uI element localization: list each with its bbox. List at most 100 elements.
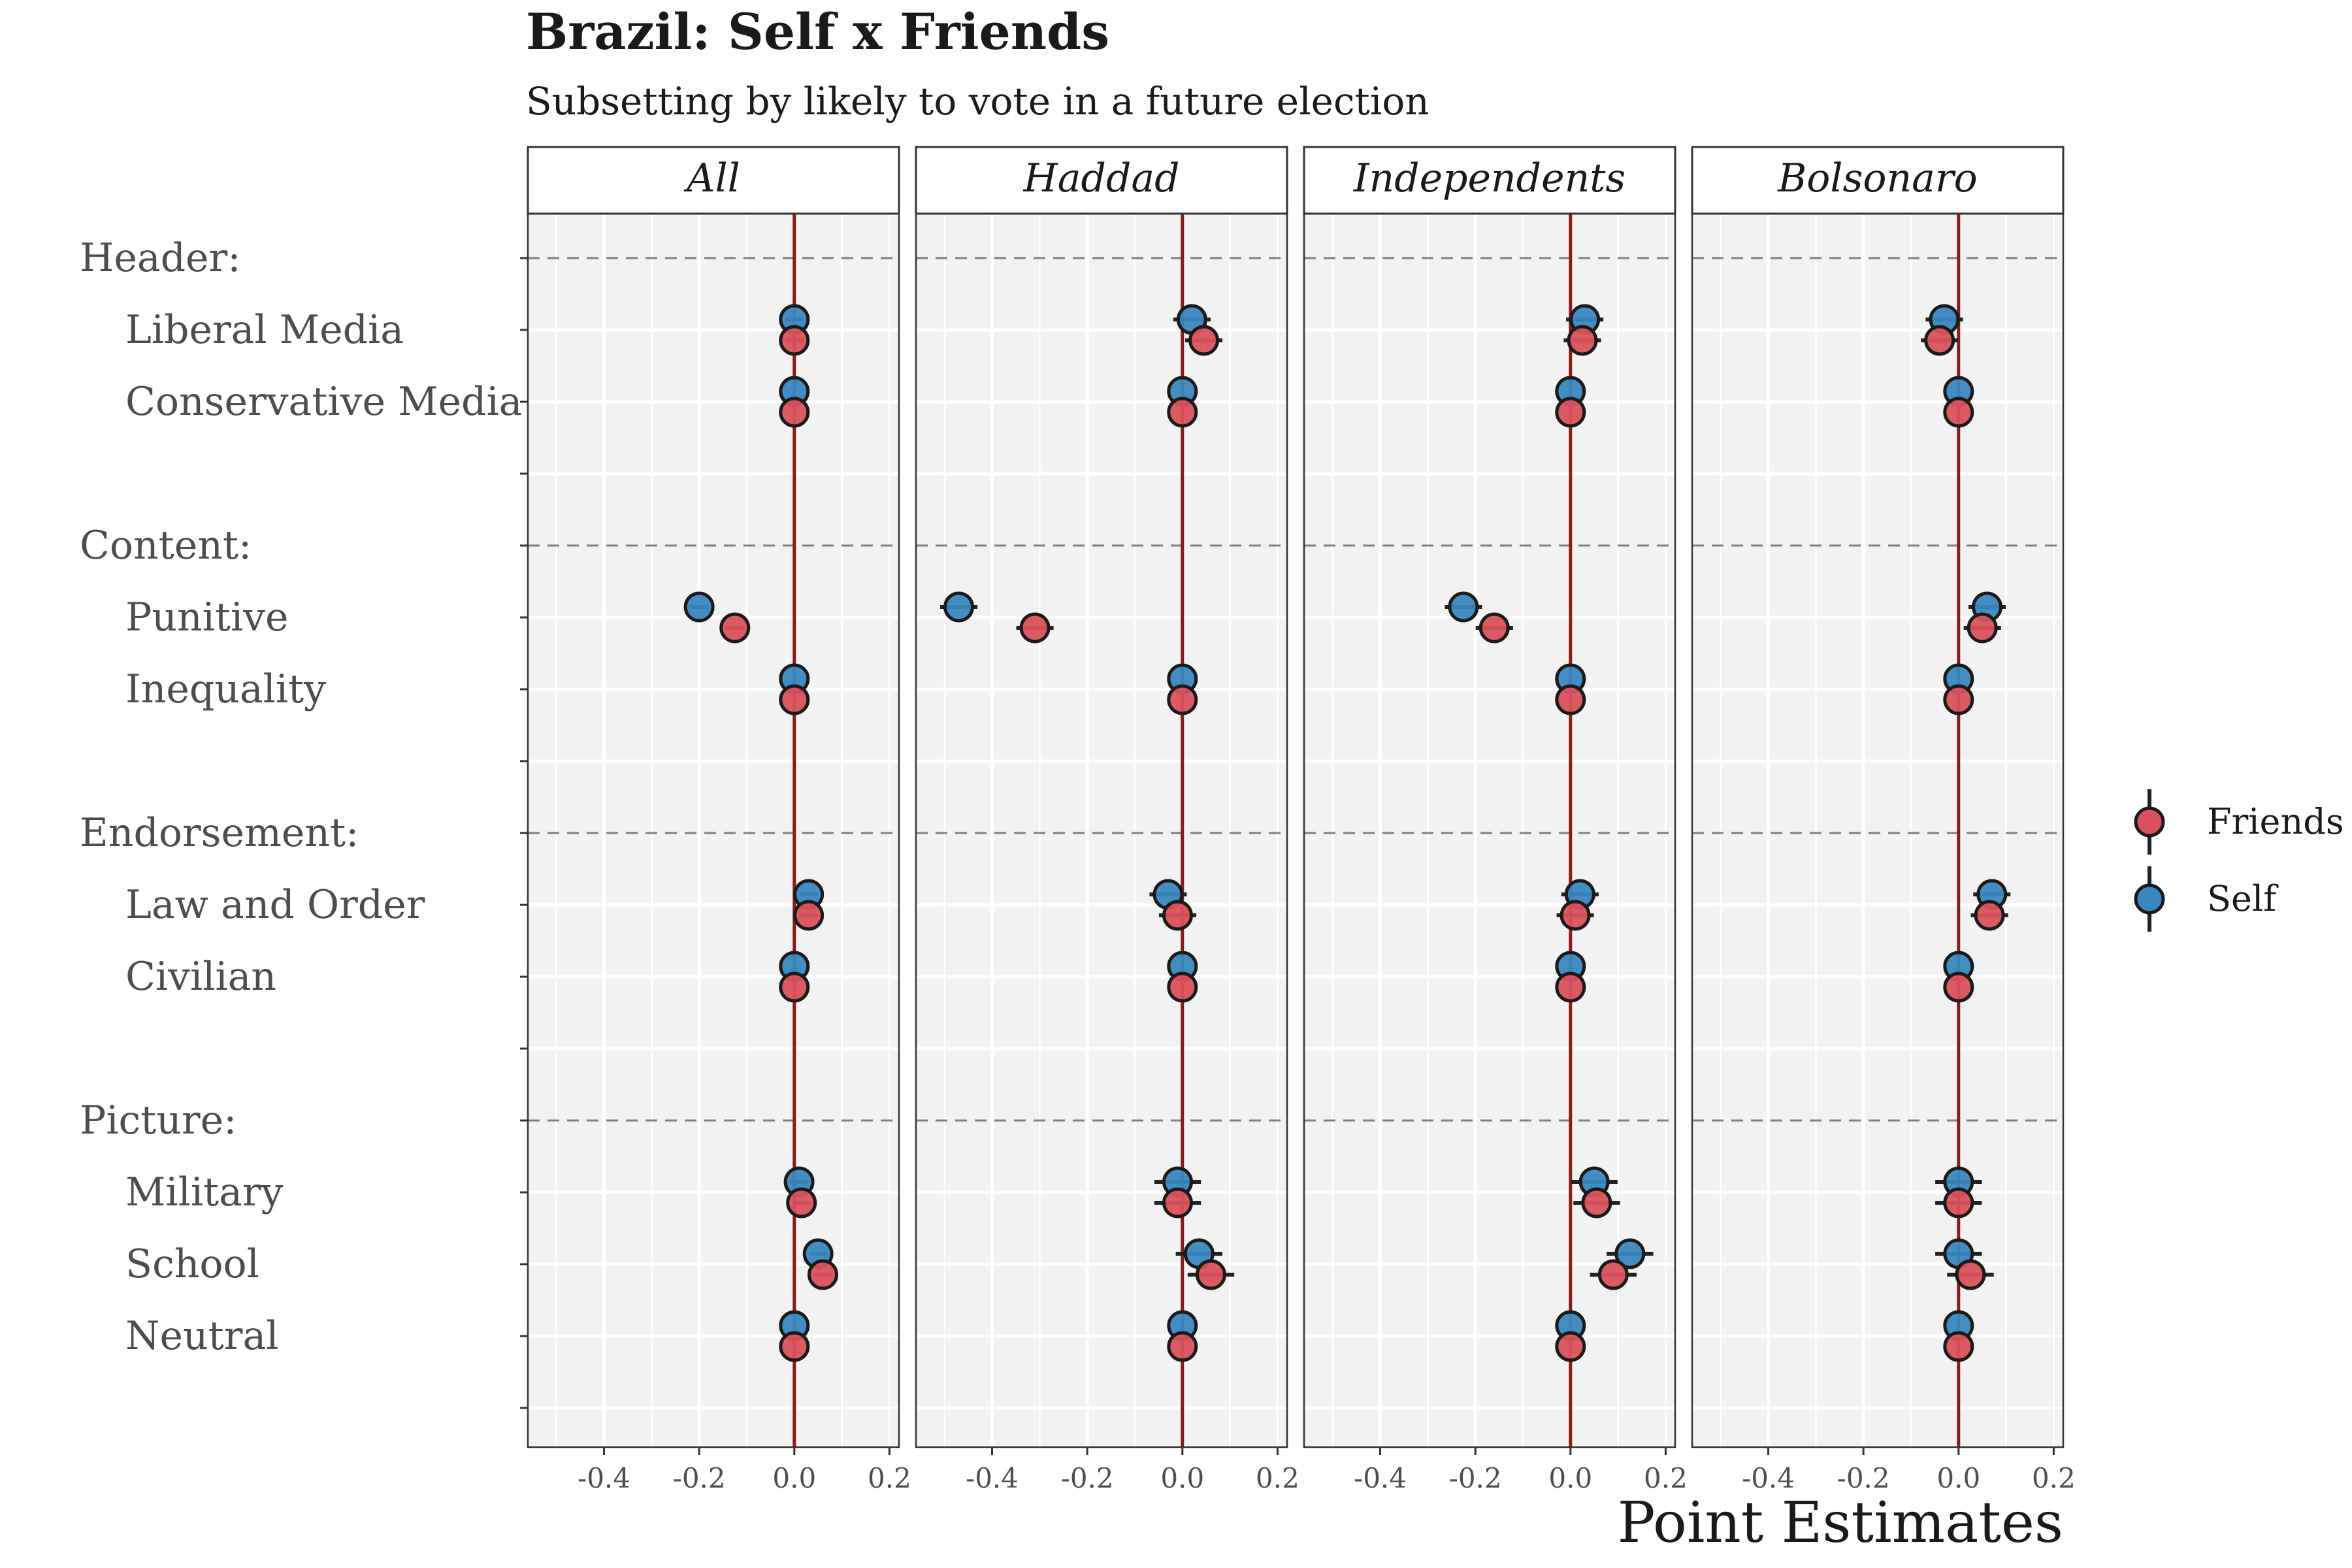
x-tick-label: -0.2 xyxy=(1061,1462,1114,1494)
x-tick-label: 0.0 xyxy=(1936,1462,1980,1494)
point-marker xyxy=(1195,1259,1226,1290)
point-friends-conservative-media xyxy=(1555,397,1586,428)
point-marker xyxy=(1478,612,1510,644)
group-label-endorsement: Endorsement: xyxy=(80,810,359,856)
row-label-law-and-order: Law and Order xyxy=(125,882,425,928)
point-marker xyxy=(1167,397,1198,428)
point-friends-law-and-order xyxy=(1970,900,2008,931)
point-marker xyxy=(1167,684,1198,715)
panel-haddad: Haddad -0.4 -0.2 0.0 0.2 xyxy=(915,146,1299,1494)
point-friends-inequality xyxy=(1943,684,1974,715)
point-marker xyxy=(1943,1331,1974,1362)
panel-bolsonaro: Bolsonaro -0.4 -0.2 0.0 0.2 xyxy=(1691,146,2076,1494)
point-marker xyxy=(1555,397,1586,428)
point-marker xyxy=(1167,972,1198,1003)
point-friends-school xyxy=(1187,1259,1235,1290)
point-marker xyxy=(807,1259,838,1290)
point-friends-school xyxy=(1947,1259,1994,1290)
point-marker xyxy=(1597,1259,1629,1290)
point-friends-law-and-order xyxy=(1556,900,1594,931)
point-friends-inequality xyxy=(1167,684,1198,715)
panel-strip xyxy=(1303,146,1676,215)
point-friends-civilian xyxy=(779,972,810,1003)
point-marker xyxy=(719,612,751,644)
row-label-military: Military xyxy=(125,1169,284,1215)
legend-label: Self xyxy=(2207,878,2279,919)
row-label-neutral: Neutral xyxy=(125,1313,278,1359)
point-friends-conservative-media xyxy=(1943,397,1974,428)
panel-strip xyxy=(1691,146,2065,215)
point-friends-liberal-media xyxy=(1921,325,1959,356)
x-tick-label: 0.0 xyxy=(1548,1462,1592,1494)
point-marker xyxy=(1188,325,1220,356)
x-tick-label: -0.4 xyxy=(1354,1462,1407,1494)
point-friends-civilian xyxy=(1555,972,1586,1003)
panel-background xyxy=(916,214,1287,1447)
point-marker xyxy=(1555,972,1586,1003)
point-self-punitive xyxy=(1445,591,1482,623)
x-tick-label: -0.4 xyxy=(578,1462,630,1494)
point-marker xyxy=(1162,1187,1194,1218)
row-label-punitive: Punitive xyxy=(125,595,289,640)
legend-key xyxy=(2134,806,2165,838)
point-friends-military xyxy=(1573,1187,1620,1218)
point-friends-conservative-media xyxy=(1167,397,1198,428)
row-label-conservative-media: Conservative Media xyxy=(125,379,522,425)
x-tick-label: -0.2 xyxy=(1837,1462,1890,1494)
legend-key xyxy=(2134,883,2165,915)
x-tick-label: -0.4 xyxy=(1742,1462,1795,1494)
point-marker xyxy=(1555,684,1586,715)
point-self-liberal-media xyxy=(779,304,810,335)
point-marker xyxy=(1567,325,1598,356)
point-friends-punitive xyxy=(1963,612,2001,644)
point-friends-punitive xyxy=(719,612,751,644)
panel-strip-label: Independents xyxy=(1353,155,1625,201)
legend: Friends Self xyxy=(2134,789,2344,932)
x-tick-label: 0.2 xyxy=(1644,1462,1688,1494)
point-friends-conservative-media xyxy=(779,397,810,428)
panel-background xyxy=(1692,214,2063,1447)
panel-strip-label: Bolsonaro xyxy=(1777,155,1978,201)
legend-label: Friends xyxy=(2207,801,2344,842)
row-label-liberal-media: Liberal Media xyxy=(125,307,404,353)
panel-strip-label: Haddad xyxy=(1022,155,1179,201)
x-tick-label: -0.2 xyxy=(673,1462,726,1494)
point-marker xyxy=(1162,900,1194,931)
panel-strip xyxy=(527,146,900,215)
point-marker xyxy=(1614,1238,1646,1269)
point-friends-inequality xyxy=(1555,684,1586,715)
point-friends-school xyxy=(1590,1259,1637,1290)
point-marker xyxy=(1974,900,2005,931)
x-tick-label: 0.2 xyxy=(868,1462,911,1494)
group-label-header: Header: xyxy=(80,235,240,281)
point-marker xyxy=(1943,1187,1974,1218)
legend-entry-friends: Friends xyxy=(2134,789,2344,855)
point-marker xyxy=(1955,1259,1986,1290)
panel-background xyxy=(1304,214,1675,1447)
point-marker xyxy=(779,1331,810,1362)
point-self-punitive xyxy=(683,591,715,623)
point-marker xyxy=(1924,325,1955,356)
panel-independents: Independents -0.4 -0.2 0.0 0.2 xyxy=(1303,146,1688,1494)
point-marker xyxy=(1967,612,1998,644)
point-marker xyxy=(1555,1331,1586,1362)
point-self-punitive xyxy=(939,591,978,623)
point-friends-neutral xyxy=(1555,1331,1586,1362)
x-tick-label: -0.4 xyxy=(966,1462,1019,1494)
point-marker xyxy=(943,591,975,623)
point-friends-liberal-media xyxy=(1185,325,1223,356)
point-marker xyxy=(1560,900,1591,931)
point-marker xyxy=(779,972,810,1003)
point-marker xyxy=(786,1187,817,1218)
legend-entry-self: Self xyxy=(2134,866,2279,932)
group-label-content: Content: xyxy=(80,523,252,568)
point-marker xyxy=(1581,1187,1612,1218)
point-friends-civilian xyxy=(1167,972,1198,1003)
point-friends-neutral xyxy=(1167,1331,1198,1362)
point-friends-civilian xyxy=(1943,972,1974,1003)
x-tick-label: -0.2 xyxy=(1449,1462,1502,1494)
panel-background xyxy=(528,214,899,1447)
x-axis-label: Point Estimates xyxy=(1618,1490,2063,1556)
x-tick-label: 0.2 xyxy=(2032,1462,2076,1494)
